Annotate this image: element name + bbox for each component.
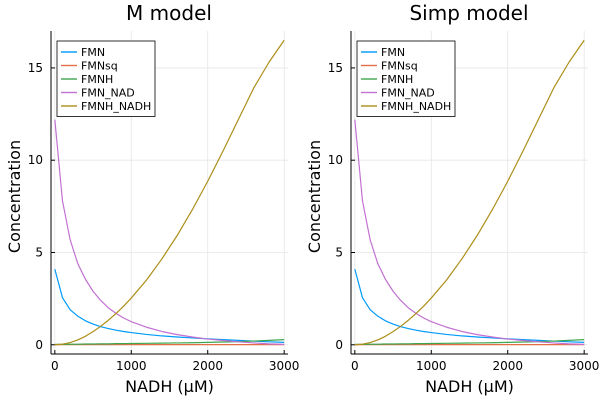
- legend-label: FMNH: [381, 73, 413, 86]
- legend-label: FMN_NAD: [381, 87, 435, 100]
- chart-title: M model: [126, 1, 212, 25]
- x-tick-label: 0: [51, 359, 59, 373]
- panel-0: 0 1000 2000 3000 0 5 10 15 M model NADH (μM) Conce…: [5, 1, 299, 396]
- x-tick-label: 3000: [269, 359, 300, 373]
- x-tick-label: 2000: [192, 359, 223, 373]
- series-line-fmn_nad: [354, 119, 585, 345]
- x-axis-label: NADH (μM): [425, 377, 514, 396]
- y-axis-label: Concentration: [305, 140, 324, 253]
- legend-label: FMNH_NADH: [381, 100, 451, 113]
- legend-label: FMNsq: [381, 60, 418, 73]
- y-tick-label: 15: [28, 61, 43, 75]
- y-tick-label: 10: [28, 153, 43, 167]
- legend-label: FMNH: [81, 73, 113, 86]
- y-tick-label: 5: [35, 245, 43, 259]
- legend-label: FMN: [381, 46, 405, 59]
- x-tick-label: 1000: [416, 359, 447, 373]
- y-tick-label: 0: [35, 338, 43, 352]
- series-line-fmn: [54, 268, 285, 343]
- legend-label: FMNsq: [81, 60, 118, 73]
- x-tick-label: 0: [351, 359, 359, 373]
- y-axis-label: Concentration: [5, 140, 24, 253]
- y-tick-label: 5: [335, 245, 343, 259]
- chart-title: Simp model: [409, 1, 528, 25]
- x-axis-label: NADH (μM): [125, 377, 214, 396]
- legend-label: FMNH_NADH: [81, 100, 151, 113]
- legend-label: FMN: [81, 46, 105, 59]
- legend-label: FMN_NAD: [81, 87, 135, 100]
- series-line-fmn: [354, 268, 585, 343]
- series-line-fmn_nad: [54, 119, 285, 345]
- series-line-fmnh_nadh: [354, 39, 585, 346]
- x-tick-label: 1000: [116, 359, 147, 373]
- y-tick-label: 0: [335, 338, 343, 352]
- y-tick-label: 15: [328, 61, 343, 75]
- x-tick-label: 3000: [569, 359, 600, 373]
- series-line-fmnh_nadh: [54, 39, 285, 346]
- x-tick-label: 2000: [492, 359, 523, 373]
- y-tick-label: 10: [328, 153, 343, 167]
- panel-1: 0 1000 2000 3000 0 5 10 15 Simp model NADH (μM) Co…: [305, 1, 599, 396]
